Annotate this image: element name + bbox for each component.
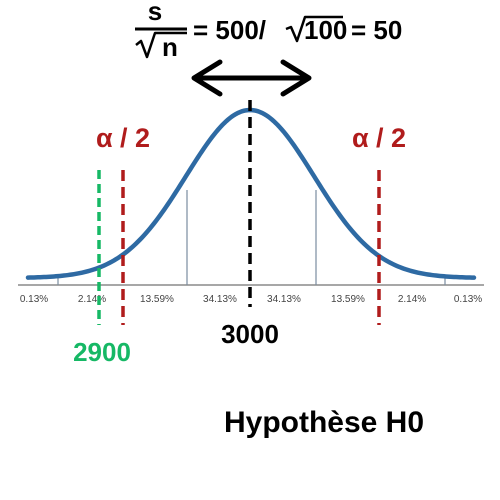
sqrt-sign-icon — [135, 31, 187, 59]
percent-label: 0.13% — [20, 294, 48, 305]
formula-result: = 50 — [351, 15, 402, 45]
hypothesis-label: Hypothèse H0 — [224, 406, 424, 439]
alpha-half-right-label: α / 2 — [352, 123, 406, 153]
double-headed-arrow-icon — [191, 59, 312, 97]
mean-value-label: 3000 — [221, 319, 279, 349]
standard-error-formula: s n = 500/ 100 = 50 — [135, 0, 402, 62]
formula-denominator: n — [162, 32, 178, 62]
formula-expression: = 500/ — [193, 15, 266, 45]
percent-label: 13.59% — [331, 294, 365, 305]
sigma-divisions — [57, 190, 446, 285]
alpha-half-left-label: α / 2 — [96, 123, 150, 153]
formula-numerator: s — [148, 0, 162, 26]
percent-label: 2.14% — [398, 294, 426, 305]
formula-root-content: 100 — [304, 15, 347, 45]
percent-label: 2.14% — [78, 294, 106, 305]
percent-label: 13.59% — [140, 294, 174, 305]
percent-label: 34.13% — [267, 294, 301, 305]
percent-label: 0.13% — [454, 294, 482, 305]
sqrt-sign-icon-2 — [285, 15, 343, 43]
percent-label: 34.13% — [203, 294, 237, 305]
sample-value-label: 2900 — [73, 337, 131, 367]
percentage-labels: 0.13% 2.14% 13.59% 34.13% 34.13% 13.59% … — [20, 294, 482, 305]
